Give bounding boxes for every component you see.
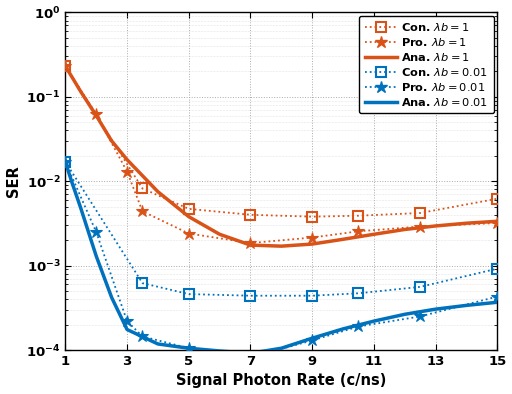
X-axis label: Signal Photon Rate (c/ns): Signal Photon Rate (c/ns) xyxy=(176,374,387,388)
Y-axis label: SER: SER xyxy=(6,165,20,197)
Legend: Con. $\lambda b = 1$, Pro. $\lambda b = 1$, Ana. $\lambda b = 1$, Con. $\lambda : Con. $\lambda b = 1$, Pro. $\lambda b = … xyxy=(359,16,494,113)
